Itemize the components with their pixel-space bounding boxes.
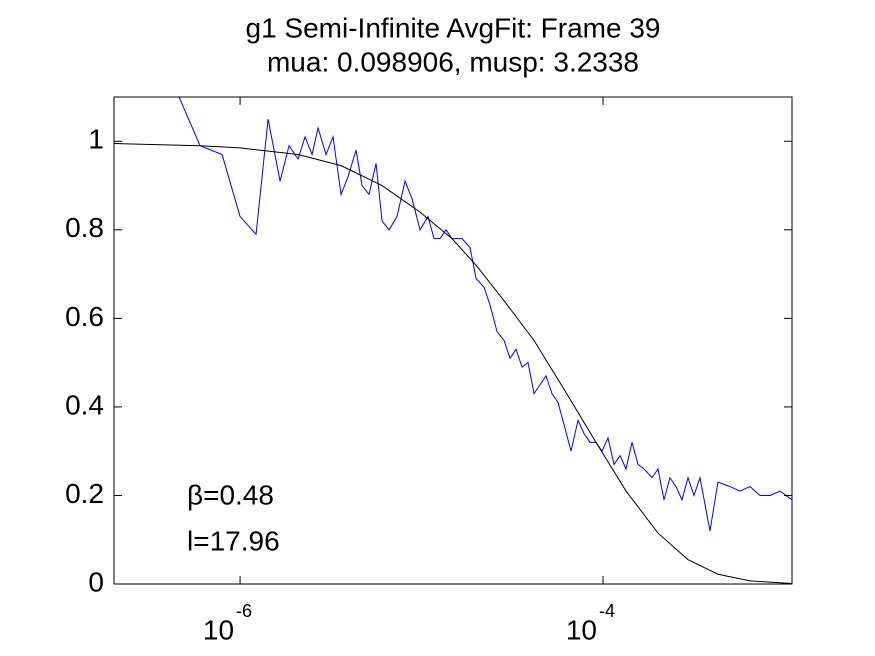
y-tick-label: 0.4 (65, 389, 104, 420)
chart-title: g1 Semi-Infinite AvgFit: Frame 39 (246, 12, 661, 43)
y-tick-label: 0.2 (65, 478, 104, 509)
plot-lines (114, 97, 792, 584)
x-tick-exponent: -4 (599, 601, 615, 621)
plot-area (114, 97, 792, 584)
annotation: β=0.48 (187, 479, 274, 510)
annotation: l=17.96 (187, 525, 280, 556)
x-tick-exponent: -6 (236, 601, 252, 621)
chart-subtitle: mua: 0.098906, musp: 3.2338 (267, 46, 639, 77)
x-tick-label: 10 (203, 614, 234, 645)
series-line (114, 142, 792, 584)
x-tick-label: 10 (566, 614, 597, 645)
y-tick-label: 1 (88, 124, 104, 155)
series-line (178, 97, 792, 531)
y-tick-label: 0 (88, 566, 104, 597)
y-tick-label: 0.6 (65, 301, 104, 332)
axes-box (113, 96, 793, 585)
y-tick-label: 0.8 (65, 212, 104, 243)
